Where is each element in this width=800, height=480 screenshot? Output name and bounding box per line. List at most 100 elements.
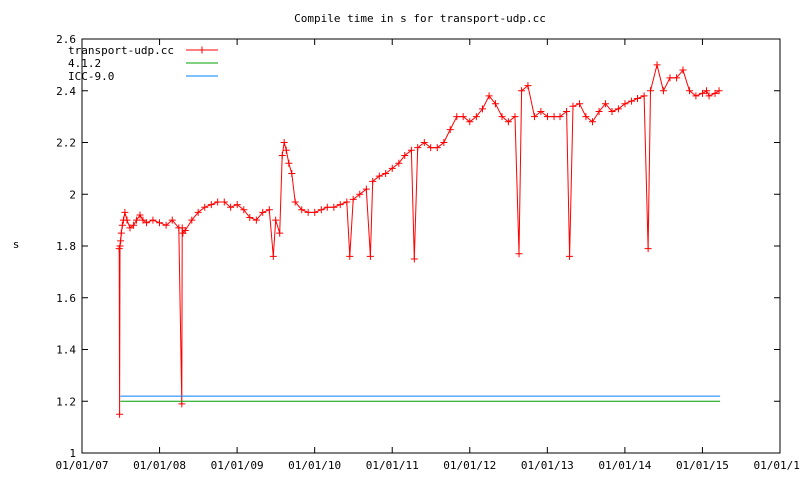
series-line bbox=[118, 64, 720, 415]
data-point bbox=[698, 89, 706, 97]
y-axis: 1 1.2 1.4 1.6 1.8 2 2.2 2.4 2.6 bbox=[56, 33, 780, 460]
legend-label: ICC-9.0 bbox=[68, 70, 114, 83]
data-point bbox=[156, 219, 164, 227]
data-point bbox=[582, 113, 590, 121]
data-point bbox=[291, 198, 299, 206]
legend-label: transport-udp.cc bbox=[68, 44, 174, 57]
data-point bbox=[410, 255, 418, 263]
data-point bbox=[240, 206, 248, 214]
data-point bbox=[311, 208, 319, 216]
data-point bbox=[595, 107, 603, 115]
data-point bbox=[214, 198, 222, 206]
data-point bbox=[576, 100, 584, 108]
data-point bbox=[563, 107, 571, 115]
data-point bbox=[556, 113, 564, 121]
data-point bbox=[133, 216, 141, 224]
data-point bbox=[621, 100, 629, 108]
x-tick-label: 01/01/14 bbox=[598, 459, 651, 472]
data-point bbox=[531, 113, 539, 121]
data-point bbox=[550, 113, 558, 121]
data-point bbox=[491, 100, 499, 108]
data-point bbox=[711, 89, 719, 97]
data-point bbox=[414, 144, 422, 152]
data-point bbox=[679, 66, 687, 74]
y-tick-label: 1.2 bbox=[56, 395, 76, 408]
data-point bbox=[116, 410, 124, 418]
data-point bbox=[646, 87, 654, 95]
x-tick-label: 01/01/13 bbox=[521, 459, 574, 472]
data-point bbox=[181, 226, 189, 234]
data-point bbox=[188, 216, 196, 224]
data-point bbox=[143, 219, 151, 227]
data-point bbox=[265, 206, 273, 214]
data-point bbox=[201, 203, 209, 211]
data-point bbox=[543, 113, 551, 121]
x-tick-label: 01/01/08 bbox=[133, 459, 186, 472]
data-point bbox=[703, 87, 711, 95]
y-tick-label: 1.4 bbox=[56, 344, 76, 357]
y-tick-label: 2.6 bbox=[56, 33, 76, 46]
data-point bbox=[252, 216, 260, 224]
data-point bbox=[628, 97, 636, 105]
data-point bbox=[375, 172, 383, 180]
data-point bbox=[227, 203, 235, 211]
x-tick-label: 01/01/15 bbox=[676, 459, 729, 472]
data-point bbox=[692, 92, 700, 100]
data-point bbox=[336, 201, 344, 209]
data-point bbox=[395, 159, 403, 167]
data-point bbox=[349, 195, 357, 203]
data-point bbox=[511, 113, 519, 121]
x-tick-label: 01/01/16 bbox=[754, 459, 800, 472]
data-point bbox=[136, 211, 144, 219]
data-point bbox=[569, 102, 577, 110]
data-point bbox=[518, 87, 526, 95]
data-point bbox=[233, 201, 241, 209]
data-point bbox=[194, 208, 202, 216]
data-point bbox=[282, 146, 290, 154]
data-point bbox=[304, 208, 312, 216]
data-point bbox=[366, 252, 374, 260]
data-point bbox=[139, 216, 147, 224]
data-point bbox=[659, 87, 667, 95]
data-point bbox=[298, 206, 306, 214]
series-layer bbox=[115, 61, 723, 418]
data-point bbox=[116, 242, 124, 250]
x-tick-label: 01/01/11 bbox=[366, 459, 419, 472]
data-point bbox=[278, 151, 286, 159]
legend-label: 4.1.2 bbox=[68, 57, 101, 70]
data-point bbox=[285, 159, 293, 167]
x-tick-label: 01/01/09 bbox=[211, 459, 264, 472]
data-point bbox=[330, 203, 338, 211]
y-tick-label: 2.2 bbox=[56, 137, 76, 150]
data-point bbox=[117, 237, 125, 245]
legend-marker bbox=[198, 46, 206, 54]
y-tick-label: 1 bbox=[69, 447, 76, 460]
data-point bbox=[453, 113, 461, 121]
data-point bbox=[498, 113, 506, 121]
data-point bbox=[634, 95, 642, 103]
data-point bbox=[117, 229, 125, 237]
data-point bbox=[343, 198, 351, 206]
data-point bbox=[601, 100, 609, 108]
data-point bbox=[317, 206, 325, 214]
data-point bbox=[407, 146, 415, 154]
data-point bbox=[537, 107, 545, 115]
x-tick-label: 01/01/12 bbox=[443, 459, 496, 472]
data-point bbox=[207, 201, 215, 209]
data-point bbox=[588, 118, 596, 126]
data-point bbox=[515, 250, 523, 258]
data-point bbox=[323, 203, 331, 211]
plot-area bbox=[81, 38, 781, 454]
data-point bbox=[276, 229, 284, 237]
data-point bbox=[356, 190, 364, 198]
data-point bbox=[149, 216, 157, 224]
data-point bbox=[673, 74, 681, 82]
data-point bbox=[288, 170, 296, 178]
data-point bbox=[126, 224, 134, 232]
data-point bbox=[614, 105, 622, 113]
data-point bbox=[427, 144, 435, 152]
data-point bbox=[440, 139, 448, 146]
data-point bbox=[259, 208, 267, 216]
